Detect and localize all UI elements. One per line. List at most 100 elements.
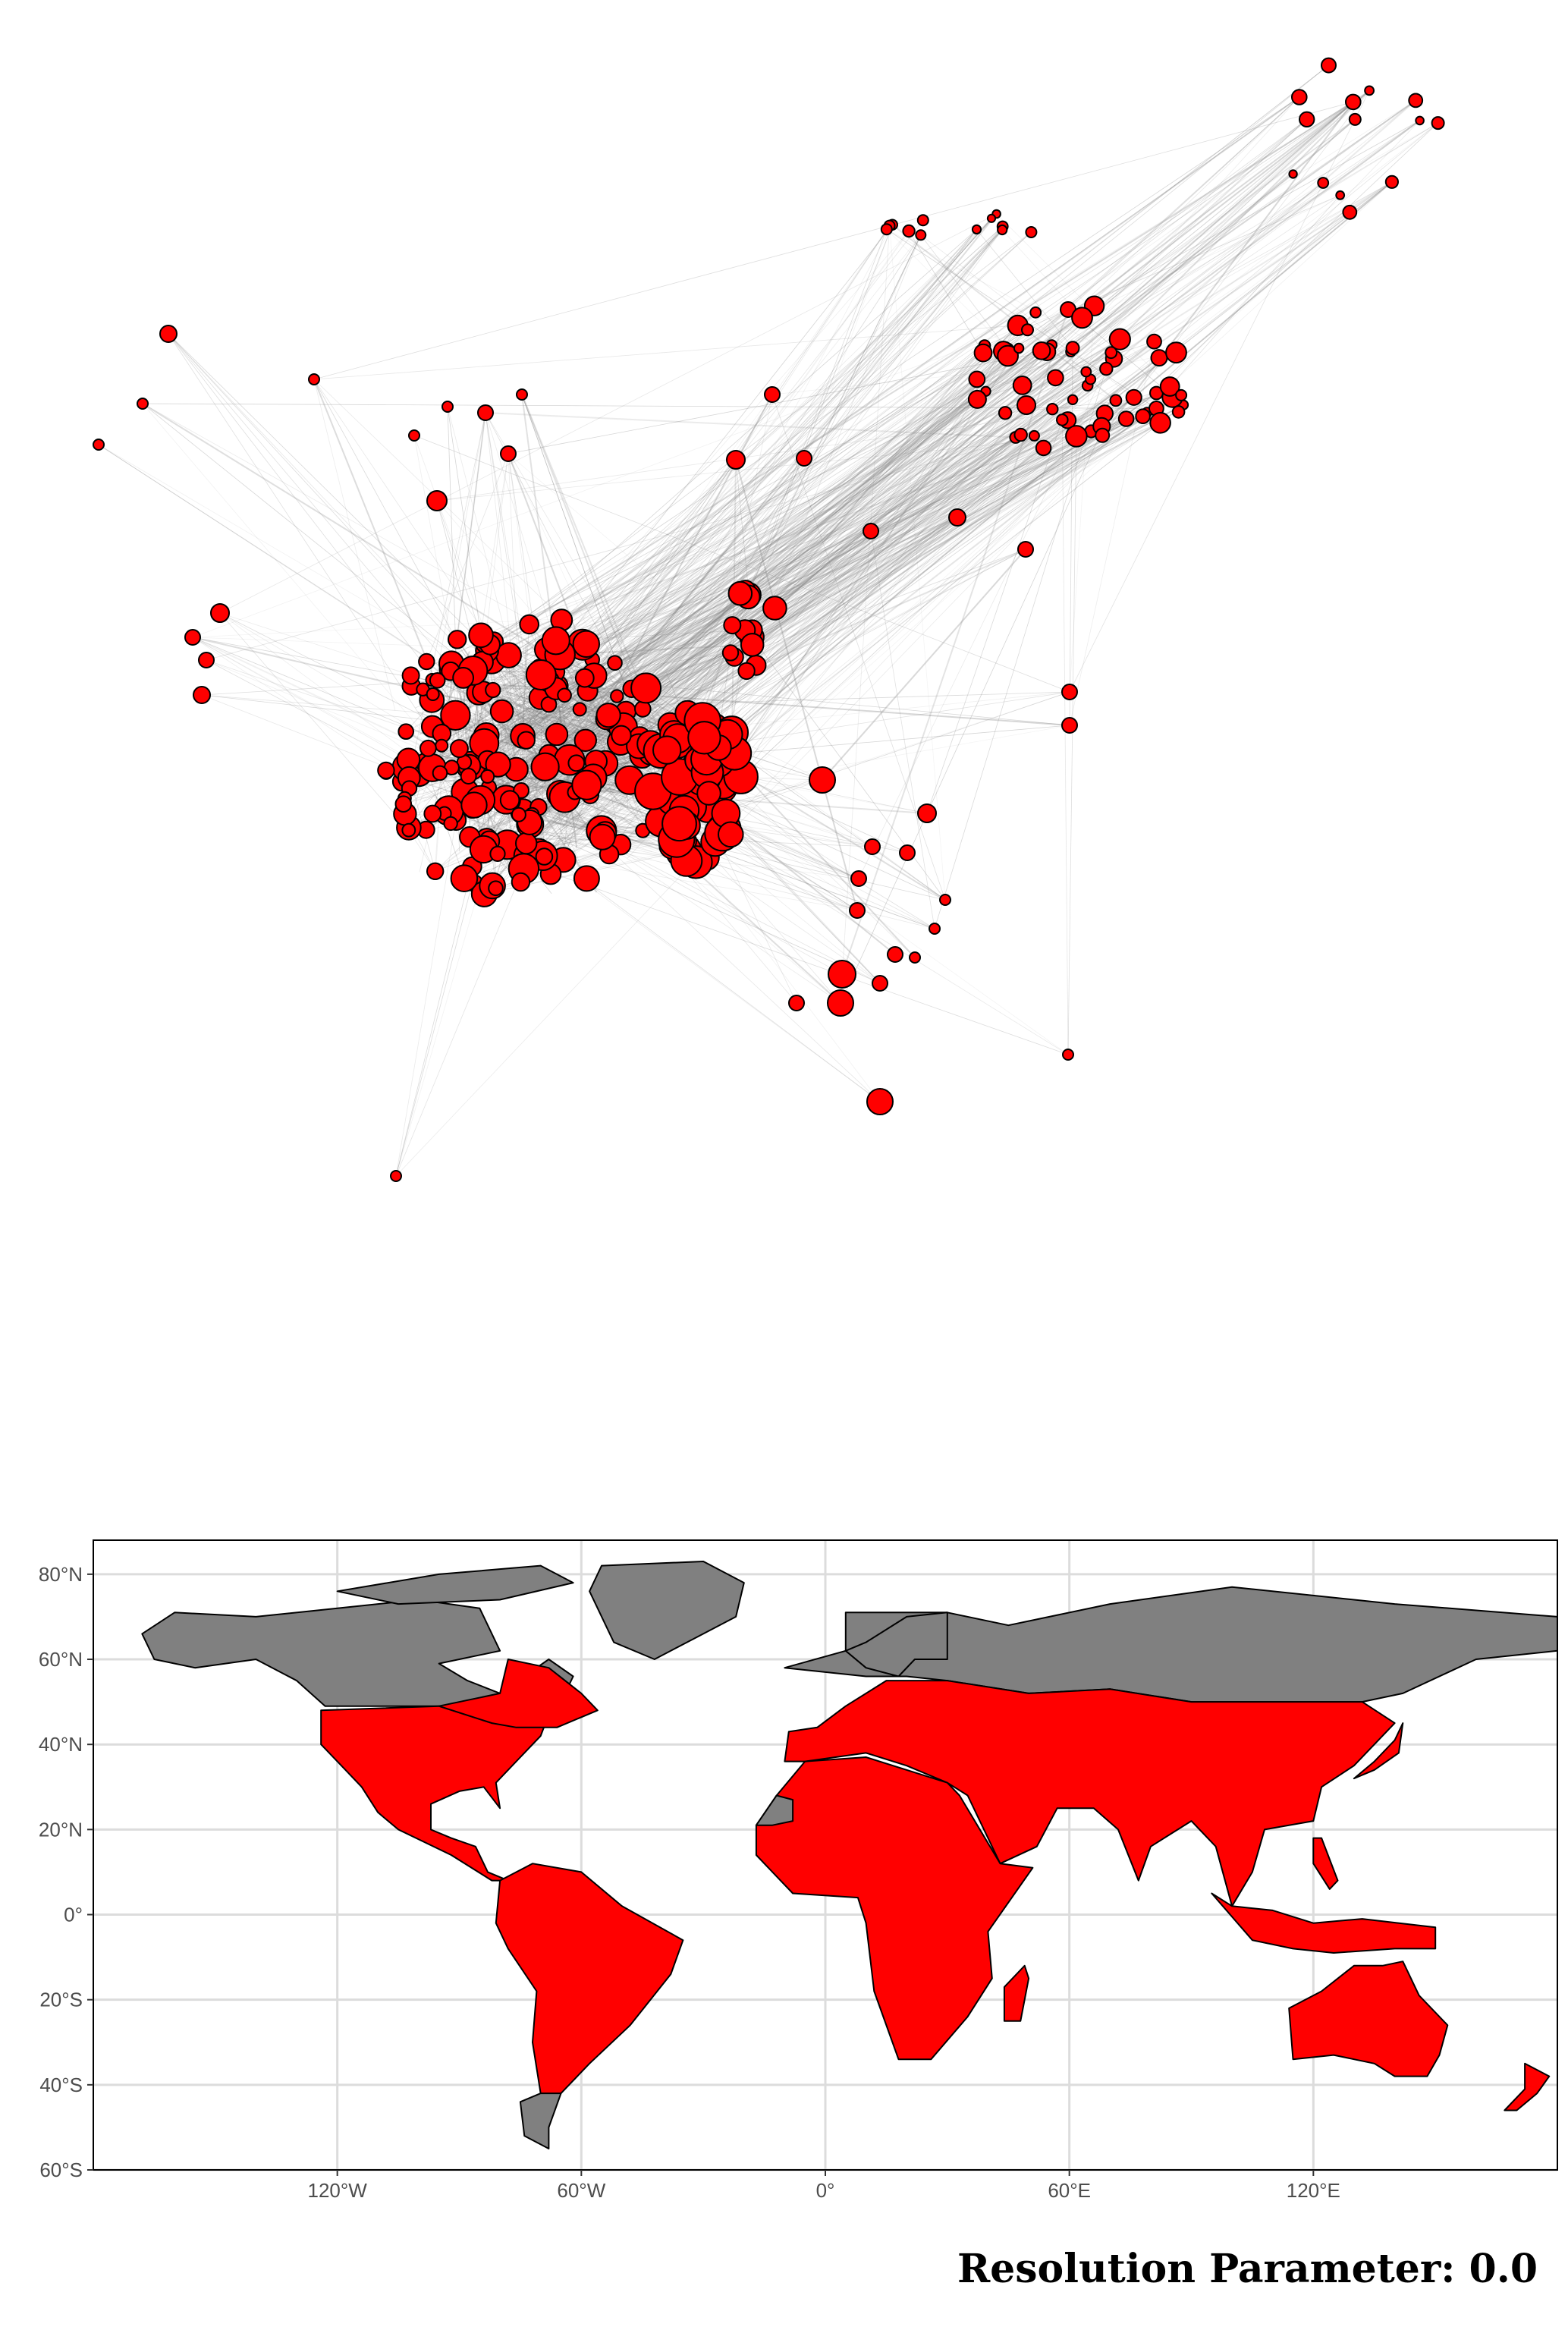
network-edge <box>702 404 1184 778</box>
network-edge <box>554 338 1120 673</box>
network-node <box>1342 204 1358 220</box>
network-node <box>863 523 879 539</box>
network-edge <box>526 213 998 797</box>
network-node <box>308 373 320 385</box>
network-edge <box>487 593 740 651</box>
network-node <box>159 325 178 343</box>
network-node <box>419 739 437 757</box>
network-node <box>1071 307 1093 329</box>
network-edge <box>192 608 775 638</box>
network-node <box>443 816 458 832</box>
network-edge <box>984 194 1340 347</box>
network-edge <box>580 400 1117 676</box>
network-edge <box>1069 347 1073 726</box>
network-node <box>611 725 632 746</box>
network-edge <box>752 345 985 630</box>
network-edge <box>587 305 1095 787</box>
land-japan <box>1353 1722 1404 1780</box>
network-node <box>572 702 587 717</box>
network-node <box>511 807 526 822</box>
network-edge <box>548 90 1370 756</box>
network-node <box>426 862 445 881</box>
network-edge <box>468 596 749 777</box>
network-node <box>1025 226 1038 238</box>
network-edge <box>219 612 513 763</box>
network-edge <box>581 229 1003 649</box>
network-node <box>429 672 446 689</box>
x-tick-label: 0° <box>816 2179 835 2202</box>
network-node <box>971 224 982 234</box>
network-node <box>573 865 600 892</box>
network-edge <box>872 846 946 901</box>
network-edge <box>677 344 1052 745</box>
network-edge <box>706 397 1173 811</box>
network-edge <box>485 412 1016 439</box>
network-node <box>849 902 866 919</box>
network-edge <box>443 181 1393 732</box>
network-edge <box>492 691 1070 886</box>
network-node <box>1165 341 1187 364</box>
network-node <box>737 662 756 681</box>
network-node <box>880 223 893 236</box>
network-node <box>915 229 927 241</box>
network-edge <box>538 182 1324 808</box>
network-node <box>1171 405 1186 419</box>
network-node <box>909 951 921 964</box>
network-edge <box>1003 194 1340 352</box>
y-tick-label: 60°N <box>39 1648 83 1671</box>
network-edge <box>740 437 1017 777</box>
network-edge <box>576 459 737 645</box>
network-node <box>740 633 765 657</box>
network-edge <box>219 213 997 614</box>
network-node <box>607 655 623 671</box>
network-edge <box>404 352 984 799</box>
network-edge <box>516 422 1161 702</box>
network-edge <box>168 333 457 640</box>
network-node <box>726 450 746 470</box>
land-greenland <box>589 1561 745 1660</box>
network-edge <box>522 96 1300 650</box>
network-node <box>1299 111 1315 128</box>
network-edge <box>545 231 1032 668</box>
land-philippines <box>1312 1837 1339 1890</box>
network-edge <box>1146 195 1341 413</box>
network-edge <box>548 344 1052 682</box>
network-edge <box>436 435 1076 502</box>
network-edge <box>192 637 735 658</box>
network-edge <box>459 118 1307 749</box>
network-edge <box>562 312 1036 685</box>
network-edge <box>431 412 486 700</box>
network-edge <box>920 234 1134 398</box>
network-edge <box>485 412 671 725</box>
network-node <box>1035 439 1052 457</box>
network-node <box>485 751 511 778</box>
network-edge <box>538 549 1026 808</box>
network-edge <box>455 714 550 756</box>
network-node <box>723 616 742 635</box>
network-node <box>557 687 572 703</box>
network-node <box>440 700 471 731</box>
y-tick-label: 40°N <box>39 1733 83 1756</box>
network-node <box>489 845 506 863</box>
network-node <box>764 386 781 403</box>
network-node <box>530 752 560 781</box>
network-edge <box>544 789 935 929</box>
network-node <box>1061 717 1078 734</box>
network-edge <box>522 646 527 736</box>
network-edge <box>395 397 1134 1177</box>
network-edge <box>507 416 1143 679</box>
network-edge <box>747 194 1340 598</box>
network-edge <box>977 341 1155 400</box>
x-tick-label: 60°E <box>1048 2179 1091 2202</box>
network-edge <box>516 351 1072 737</box>
network-node <box>1288 169 1298 179</box>
network-edge <box>1101 101 1354 436</box>
network-node <box>1046 403 1059 416</box>
network-edge <box>409 218 992 789</box>
network-node <box>1345 93 1362 111</box>
network-edge <box>485 412 531 825</box>
network-edge <box>621 325 1018 736</box>
network-edge <box>503 397 1173 740</box>
network-graph <box>93 57 1445 1182</box>
network-edge <box>142 403 586 759</box>
